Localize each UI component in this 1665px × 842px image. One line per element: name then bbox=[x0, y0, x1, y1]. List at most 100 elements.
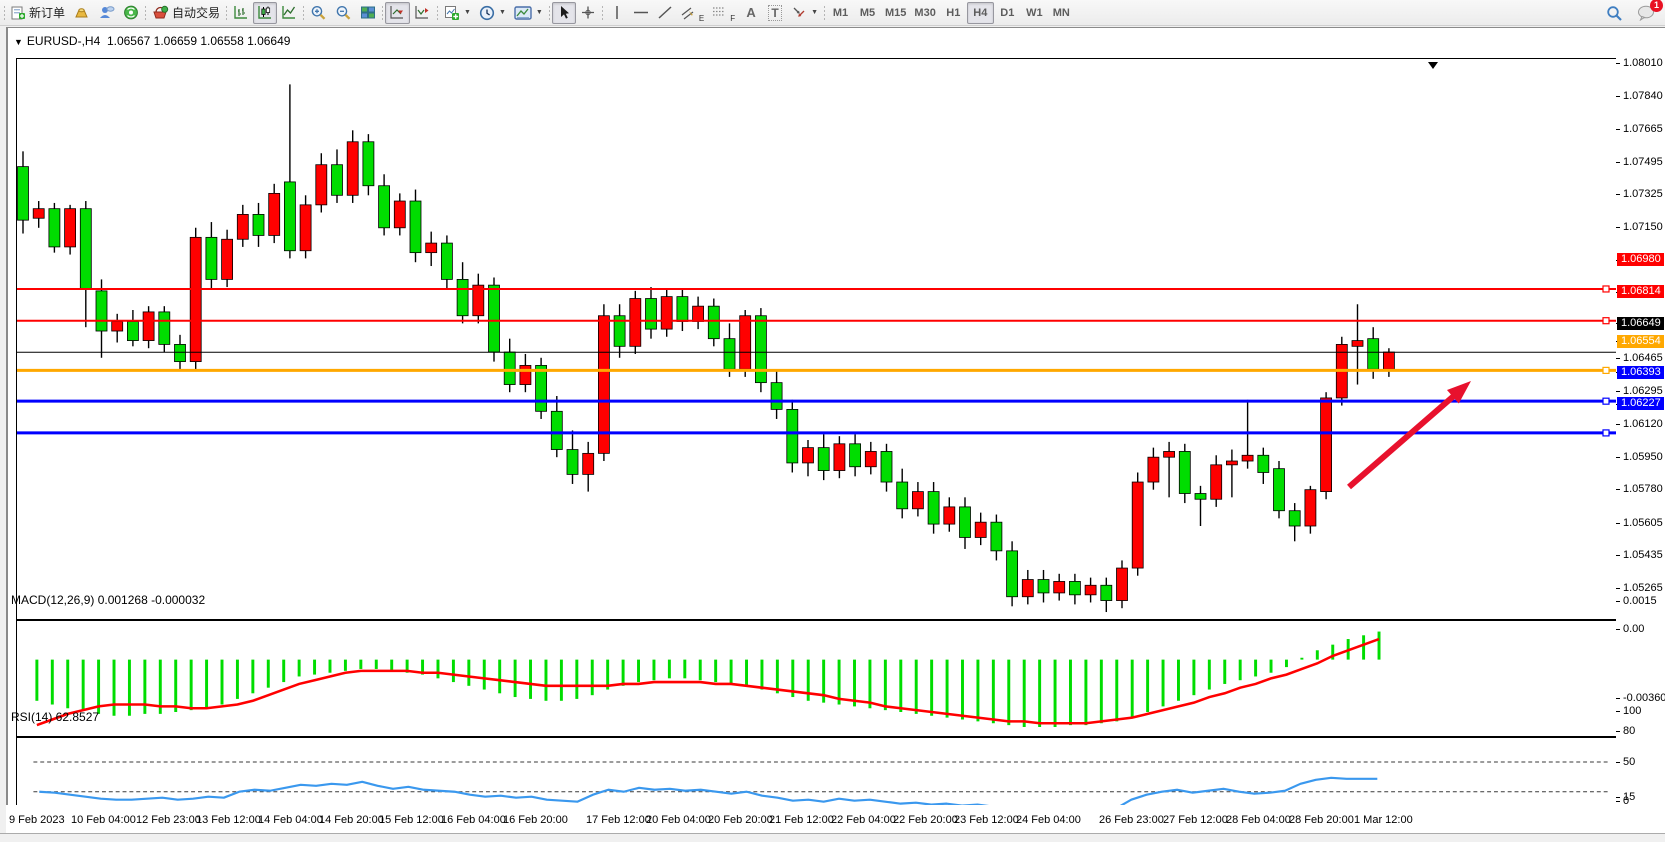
dropdown-arrow-icon: ▼ bbox=[498, 9, 506, 16]
price-axis-label: 1.05950 bbox=[1623, 451, 1663, 463]
time-axis-label: 16 Feb 20:00 bbox=[503, 814, 568, 826]
trendline-button[interactable] bbox=[653, 2, 677, 24]
zoom-out-button[interactable] bbox=[331, 2, 356, 24]
fibonacci-button[interactable]: F bbox=[708, 2, 739, 24]
line-chart-button[interactable] bbox=[277, 2, 301, 24]
candlestick-icon bbox=[258, 6, 272, 19]
dropdown-arrow-icon: ▼ bbox=[811, 9, 819, 16]
horizontal-line-1.06227[interactable] bbox=[17, 429, 1625, 437]
periods-button[interactable]: ▼ bbox=[475, 2, 510, 24]
price-axis-label: 1.07325 bbox=[1623, 188, 1663, 200]
chart-type-group bbox=[224, 1, 301, 25]
horizontal-line-1.06393[interactable] bbox=[17, 397, 1625, 405]
chart-shift-button[interactable] bbox=[410, 2, 435, 24]
price-axis[interactable]: 1.08010 1.07840 1.07665 1.07495 1.07325 1.071… bbox=[1616, 30, 1665, 807]
auto-trading-button[interactable]: 自动交易 bbox=[148, 2, 224, 24]
arrows-button[interactable]: ▼ bbox=[787, 2, 822, 24]
timeframe-group: M1 M5 M15 M30 H1 H4 D1 W1 MN bbox=[822, 1, 1075, 25]
objects-group: ▼ ▼ ▼ bbox=[435, 1, 547, 25]
time-axis-label: 13 Feb 12:00 bbox=[196, 814, 261, 826]
time-axis-label: 9 Feb 2023 bbox=[9, 814, 65, 826]
fibo-letter: F bbox=[730, 13, 736, 23]
time-axis-label: 27 Feb 12:00 bbox=[1163, 814, 1228, 826]
notifications-button[interactable]: 1 bbox=[1633, 0, 1663, 24]
time-axis-label: 22 Feb 04:00 bbox=[831, 814, 896, 826]
text-button[interactable]: A bbox=[739, 2, 763, 24]
timeframe-label: W1 bbox=[1026, 6, 1043, 19]
rsi-axis-label: 15 bbox=[1623, 791, 1636, 803]
broadcast-button[interactable] bbox=[119, 2, 143, 24]
price-line-tag-1.06554: 1.06554 bbox=[1617, 335, 1664, 348]
auto-scroll-icon bbox=[390, 6, 404, 19]
contacts-button[interactable] bbox=[94, 2, 119, 24]
timeframe-label: M30 bbox=[914, 6, 936, 19]
axis-tick bbox=[1616, 391, 1620, 392]
rsi-indicator-label: RSI(14) 62.8527 bbox=[11, 710, 100, 724]
price-line-tag-1.06227: 1.06227 bbox=[1617, 397, 1664, 410]
time-axis-label: 14 Feb 20:00 bbox=[319, 814, 384, 826]
equidistant-channel-button[interactable]: E bbox=[677, 2, 708, 24]
candlestick-chart-button[interactable] bbox=[253, 1, 278, 24]
text-label-button[interactable]: T bbox=[763, 2, 787, 24]
price-axis-label: 1.06120 bbox=[1623, 418, 1663, 430]
new-order-button[interactable]: 新订单 bbox=[7, 2, 69, 24]
time-axis-label: 23 Feb 12:00 bbox=[954, 814, 1019, 826]
vertical-line-button[interactable] bbox=[605, 2, 629, 24]
axis-tick bbox=[1616, 162, 1620, 163]
symbol-dropdown-icon[interactable]: ▼ bbox=[14, 37, 23, 47]
ohlc-values: 1.06567 1.06659 1.06558 1.06649 bbox=[106, 34, 291, 48]
timeframe-button-M15[interactable]: M15 bbox=[881, 2, 910, 24]
timeframe-button-H1[interactable]: H1 bbox=[940, 2, 967, 24]
macd-axis-label: 0.0015 bbox=[1623, 595, 1657, 607]
auto-scroll-button[interactable] bbox=[385, 1, 411, 24]
chart-top-marker-icon bbox=[1428, 62, 1438, 69]
price-chart-pane[interactable] bbox=[17, 59, 1625, 617]
bar-chart-button[interactable] bbox=[229, 2, 253, 24]
timeframe-label: H1 bbox=[946, 6, 961, 19]
horizontal-line-1.06980[interactable] bbox=[17, 285, 1625, 293]
tile-windows-button[interactable] bbox=[356, 2, 380, 24]
new-chart-button[interactable]: ▼ bbox=[440, 2, 475, 24]
horizontal-line-1.06814[interactable] bbox=[17, 317, 1625, 325]
trend-arrow[interactable] bbox=[1347, 381, 1471, 490]
zoom-group bbox=[301, 1, 380, 25]
macd-indicator-label: MACD(12,26,9) 0.001268 -0.000032 bbox=[11, 593, 206, 607]
timeframe-button-W1[interactable]: W1 bbox=[1021, 2, 1048, 24]
price-line-tag-1.06814: 1.06814 bbox=[1617, 285, 1664, 298]
macd-pane[interactable] bbox=[17, 619, 1625, 734]
axis-tick bbox=[1616, 698, 1620, 699]
axis-tick bbox=[1616, 797, 1620, 798]
auto-trading-icon bbox=[153, 5, 169, 19]
timeframe-button-MN[interactable]: MN bbox=[1048, 2, 1075, 24]
notification-badge: 1 bbox=[1650, 0, 1663, 12]
trade-group: 新订单 bbox=[2, 1, 143, 25]
search-button[interactable] bbox=[1602, 2, 1627, 24]
price-axis-label: 1.07495 bbox=[1623, 156, 1663, 168]
timeframe-button-D1[interactable]: D1 bbox=[994, 2, 1021, 24]
cursor-group bbox=[547, 1, 600, 25]
crosshair-icon bbox=[581, 6, 594, 19]
axis-tick bbox=[1616, 801, 1620, 802]
time-axis[interactable]: 9 Feb 2023 10 Feb 04:00 12 Feb 23:00 13 Feb… bbox=[6, 805, 1665, 833]
crosshair-button[interactable] bbox=[576, 2, 600, 24]
cursor-button[interactable] bbox=[551, 1, 576, 24]
axis-tick bbox=[1616, 63, 1620, 64]
vertical-line-icon bbox=[616, 6, 618, 19]
axis-tick bbox=[1616, 762, 1620, 763]
horizontal-line-1.06554[interactable] bbox=[17, 366, 1625, 375]
timeframe-button-H4[interactable]: H4 bbox=[966, 1, 994, 24]
time-axis-label: 28 Feb 20:00 bbox=[1289, 814, 1354, 826]
timeframe-label: M5 bbox=[859, 6, 876, 19]
gold-button[interactable] bbox=[69, 2, 94, 24]
zoom-in-button[interactable] bbox=[306, 2, 331, 24]
horizontal-line-button[interactable] bbox=[629, 2, 653, 24]
axis-tick bbox=[1616, 489, 1620, 490]
templates-button[interactable]: ▼ bbox=[510, 2, 547, 24]
macd-axis-label: 0.00 bbox=[1623, 623, 1645, 635]
dropdown-arrow-icon: ▼ bbox=[535, 9, 543, 16]
horizontal-line-icon bbox=[633, 11, 648, 14]
timeframe-button-M30[interactable]: M30 bbox=[910, 2, 939, 24]
timeframe-button-M1[interactable]: M1 bbox=[827, 2, 854, 24]
price-line-tag-1.06980: 1.06980 bbox=[1617, 253, 1664, 266]
timeframe-button-M5[interactable]: M5 bbox=[854, 2, 881, 24]
